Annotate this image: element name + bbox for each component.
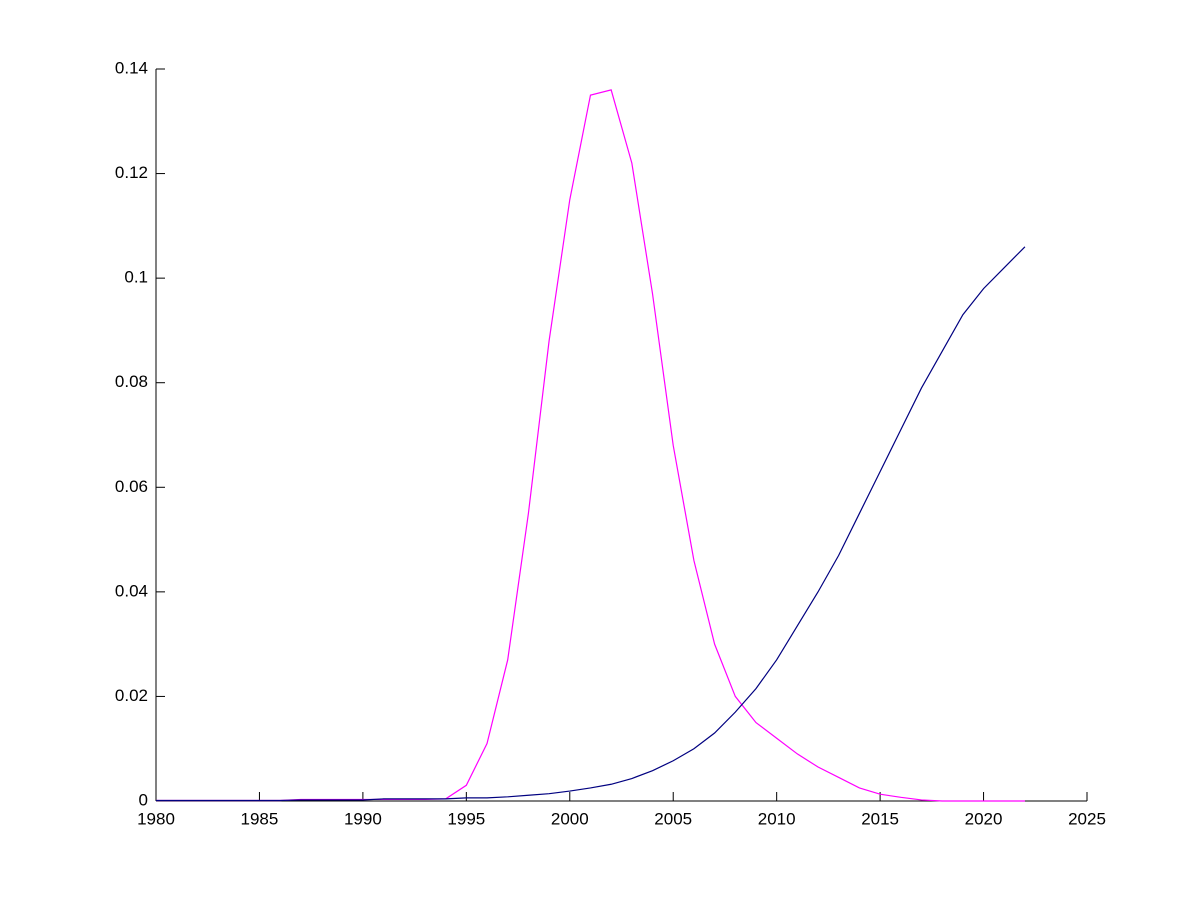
series-line (156, 246, 1026, 802)
x-tick-label: 1980 (137, 809, 175, 828)
x-tick-label: 1985 (241, 809, 279, 828)
x-tick-label: 2015 (861, 809, 899, 828)
y-tick-label: 0.06 (115, 477, 148, 496)
x-tick-label: 2020 (965, 809, 1003, 828)
x-tick-label: 2005 (654, 809, 692, 828)
y-tick-label: 0 (139, 790, 148, 809)
y-tick-label: 0.14 (115, 58, 148, 77)
y-tick-label: 0.1 (124, 268, 148, 287)
x-tick-label: 2000 (551, 809, 589, 828)
x-tick-label: 1995 (447, 809, 485, 828)
x-tick-label: 1990 (344, 809, 382, 828)
y-tick-label: 0.12 (115, 163, 148, 182)
y-tick-label: 0.02 (115, 686, 148, 705)
y-tick-label: 0.08 (115, 372, 148, 391)
x-tick-label: 2025 (1068, 809, 1106, 828)
x-tick-label: 2010 (758, 809, 796, 828)
y-tick-label: 0.04 (115, 581, 148, 600)
